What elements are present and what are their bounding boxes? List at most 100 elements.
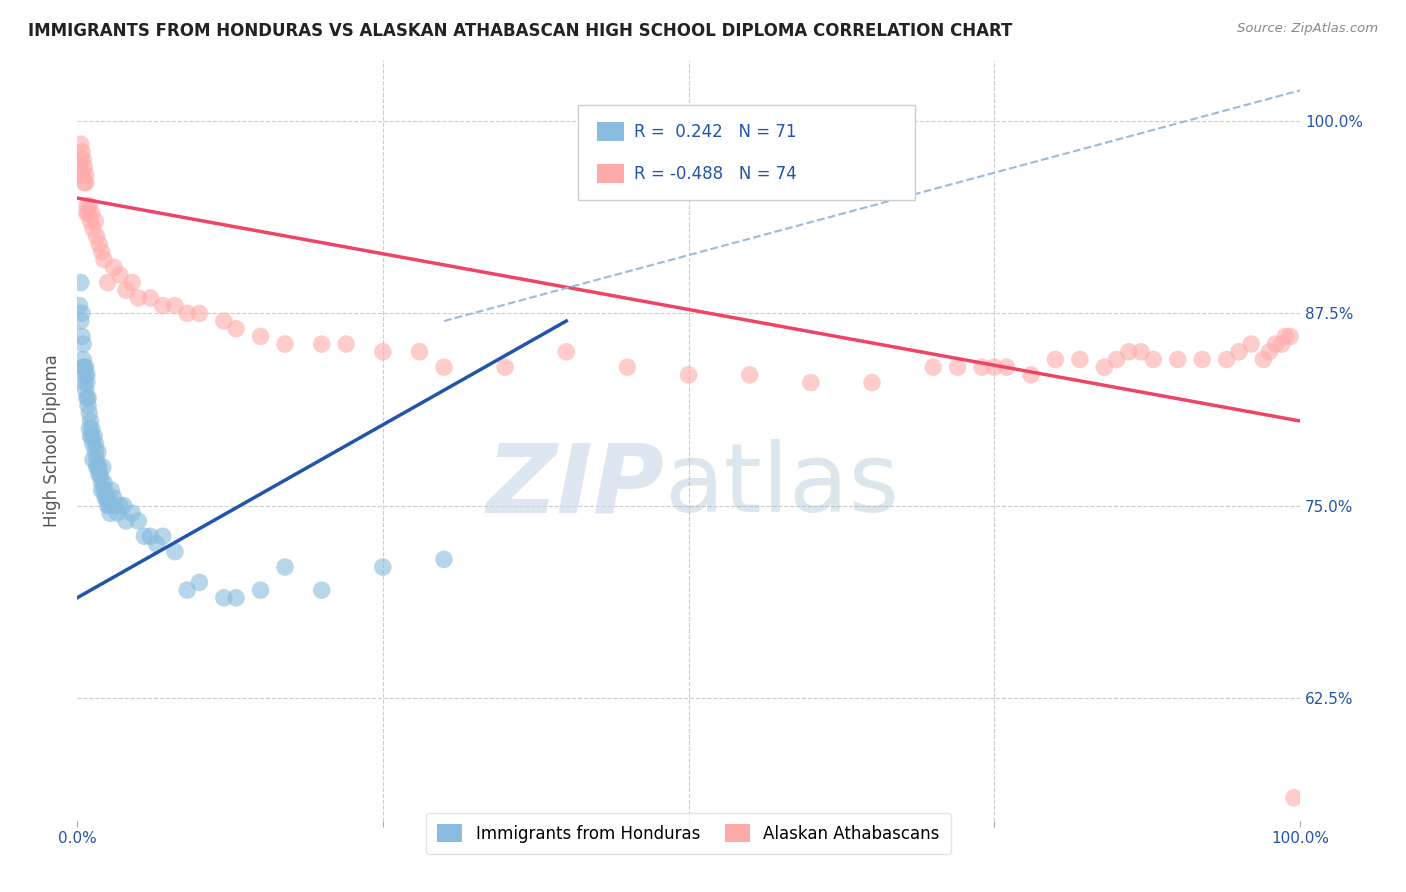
Point [970,360,993,375]
Point [77,399,100,413]
Point [97,491,120,505]
Point [946,360,969,375]
FancyBboxPatch shape [596,122,624,141]
Point [90,244,112,259]
Point [1130,344,1153,359]
Point [225,322,247,336]
Point [86,229,108,244]
Point [87,444,110,458]
Point [82,221,104,235]
Point [90,483,112,498]
Point [1240,337,1263,351]
Point [108,499,131,513]
Point [87,467,110,482]
Point [69,153,91,167]
Text: Source: ZipAtlas.com: Source: ZipAtlas.com [1237,22,1378,36]
Point [176,583,198,598]
Point [311,337,333,351]
Point [86,452,108,467]
Point [79,214,101,228]
Point [860,376,883,390]
Point [73,376,96,390]
Point [96,491,118,505]
Point [188,575,211,590]
Point [84,444,107,458]
Point [79,422,101,436]
Point [311,583,333,598]
Point [115,514,138,528]
Point [995,360,1018,375]
Point [80,206,103,220]
Point [555,344,578,359]
Point [152,299,174,313]
Point [70,168,93,182]
Text: R =  0.242   N = 71: R = 0.242 N = 71 [634,123,796,141]
Point [76,199,98,213]
Point [1274,329,1296,343]
Point [738,368,761,382]
Point [152,529,174,543]
Point [408,344,430,359]
Point [75,368,97,382]
Point [89,467,111,482]
Point [1045,352,1067,367]
Point [87,237,110,252]
Point [76,206,98,220]
Point [1167,352,1189,367]
Point [134,529,156,543]
Point [616,360,638,375]
Legend: Immigrants from Honduras, Alaskan Athabascans: Immigrants from Honduras, Alaskan Athaba… [426,813,952,855]
Point [212,314,235,328]
Point [72,337,94,351]
Point [983,360,1005,375]
Point [1092,360,1115,375]
Point [494,360,516,375]
Point [76,376,98,390]
Point [103,260,125,275]
Point [93,475,115,490]
Point [72,153,94,167]
Point [76,391,98,405]
Point [84,214,107,228]
Point [249,583,271,598]
Point [139,529,162,543]
Point [188,306,211,320]
Point [69,160,91,174]
Point [1271,337,1294,351]
Text: atlas: atlas [664,440,900,533]
Point [93,252,115,267]
Point [139,291,162,305]
Point [225,591,247,605]
Point [98,506,121,520]
Point [75,383,97,397]
Point [112,499,135,513]
Point [1258,344,1281,359]
Point [70,306,93,320]
Point [335,337,357,351]
Point [1227,344,1250,359]
Point [1019,368,1042,382]
Point [80,422,103,436]
Point [922,360,945,375]
Point [97,499,120,513]
Point [678,368,700,382]
Point [79,429,101,443]
Point [87,460,110,475]
Point [77,206,100,220]
Point [94,491,117,505]
Point [73,176,96,190]
Point [70,145,93,159]
Point [84,437,107,451]
Point [76,368,98,382]
Point [83,429,105,443]
Point [86,460,108,475]
Point [433,360,456,375]
Point [274,560,297,574]
Point [79,414,101,428]
Point [1279,329,1302,343]
Point [79,406,101,420]
Point [82,437,104,451]
FancyBboxPatch shape [596,164,624,183]
Point [145,537,167,551]
Point [100,483,122,498]
